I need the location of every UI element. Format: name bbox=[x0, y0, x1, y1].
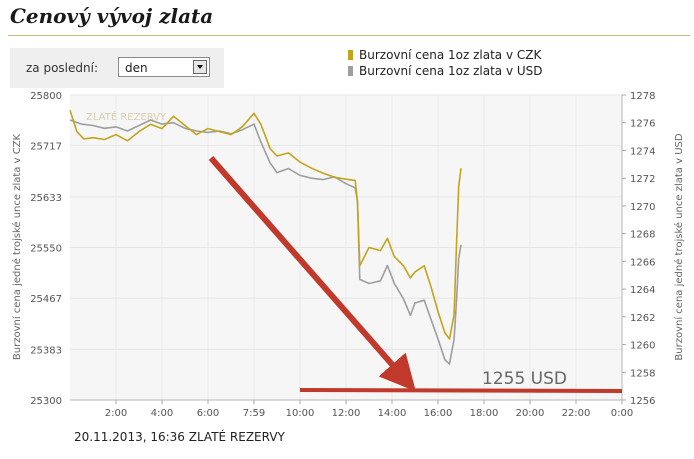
x-tick-label-3: 7:59 bbox=[243, 408, 265, 419]
dropdown-arrow-icon[interactable] bbox=[193, 60, 207, 74]
y-tick-right-label-3: 1262 bbox=[630, 313, 655, 324]
x-tick-label-11: 0:00 bbox=[611, 408, 633, 419]
y-tick-right-label-6: 1268 bbox=[630, 230, 655, 241]
legend-swatch-czk bbox=[348, 50, 353, 60]
y-tick-left-label-6: 25800 bbox=[30, 91, 62, 102]
y-tick-right-label-9: 1274 bbox=[630, 146, 655, 157]
y-tick-left-label-0: 25300 bbox=[30, 396, 62, 407]
y-tick-left-label-3: 25550 bbox=[30, 244, 62, 255]
x-tick-label-1: 4:00 bbox=[151, 408, 173, 419]
y-tick-right-label-7: 1270 bbox=[630, 202, 655, 213]
annotation-line bbox=[299, 388, 623, 393]
y-tick-right-label-2: 1260 bbox=[630, 341, 655, 352]
series-line-czk bbox=[69, 110, 462, 340]
y-tick-right-label-0: 1256 bbox=[630, 396, 655, 407]
x-tick-label-7: 16:00 bbox=[424, 408, 453, 419]
y-tick-right-label-4: 1264 bbox=[630, 285, 655, 296]
y-tick-right-label-5: 1266 bbox=[630, 257, 655, 268]
legend-item-czk[interactable]: Burzovní cena 1oz zlata v CZK bbox=[348, 47, 543, 63]
page-title: Cenový vývoj zlata bbox=[10, 4, 214, 28]
y-tick-left-label-1: 25383 bbox=[30, 345, 62, 356]
chart-legend: Burzovní cena 1oz zlata v CZK Burzovní c… bbox=[348, 47, 543, 79]
y-tick-left-label-4: 25633 bbox=[30, 193, 62, 204]
y-tick-left-label-5: 25717 bbox=[30, 142, 62, 153]
y-tick-right-label-10: 1276 bbox=[630, 119, 655, 130]
legend-label-usd: Burzovní cena 1oz zlata v USD bbox=[359, 64, 543, 78]
legend-label-czk: Burzovní cena 1oz zlata v CZK bbox=[359, 48, 542, 62]
annotation-label: 1255 USD bbox=[482, 369, 567, 389]
watermark-text: ZLATÉ REZERVY bbox=[86, 110, 167, 123]
x-tick-label-2: 6:00 bbox=[197, 408, 219, 419]
y-tick-right-label-8: 1272 bbox=[630, 174, 655, 185]
x-tick-label-5: 12:00 bbox=[332, 408, 361, 419]
x-tick-label-9: 20:00 bbox=[516, 408, 545, 419]
y-tick-right-label-11: 1278 bbox=[630, 91, 655, 102]
x-tick-label-4: 10:00 bbox=[286, 408, 315, 419]
period-select[interactable]: den bbox=[118, 57, 210, 77]
footer-timestamp: 20.11.2013, 16:36 ZLATÉ REZERVY bbox=[74, 430, 285, 444]
y-tick-right-label-1: 1258 bbox=[630, 368, 655, 379]
annotation-arrow bbox=[208, 156, 416, 392]
period-filter: za poslední: den bbox=[10, 48, 224, 88]
y-tick-left-label-2: 25467 bbox=[30, 294, 62, 305]
series-line-usd bbox=[69, 119, 462, 365]
y-axis-right-label: Burzovní cena jedné trojské unce zlata v… bbox=[673, 133, 685, 360]
legend-swatch-usd bbox=[348, 66, 353, 76]
x-tick-label-0: 2:00 bbox=[105, 408, 127, 419]
x-tick-label-10: 22:00 bbox=[562, 408, 591, 419]
title-divider bbox=[8, 35, 690, 36]
x-tick-label-8: 18:00 bbox=[470, 408, 499, 419]
period-label: za poslední: bbox=[26, 61, 98, 75]
y-axis-left-label: Burzovní cena jedné trojské unce zlata v… bbox=[11, 133, 23, 360]
legend-item-usd[interactable]: Burzovní cena 1oz zlata v USD bbox=[348, 63, 543, 79]
period-select-value: den bbox=[125, 61, 148, 75]
x-tick-label-6: 14:00 bbox=[378, 408, 407, 419]
